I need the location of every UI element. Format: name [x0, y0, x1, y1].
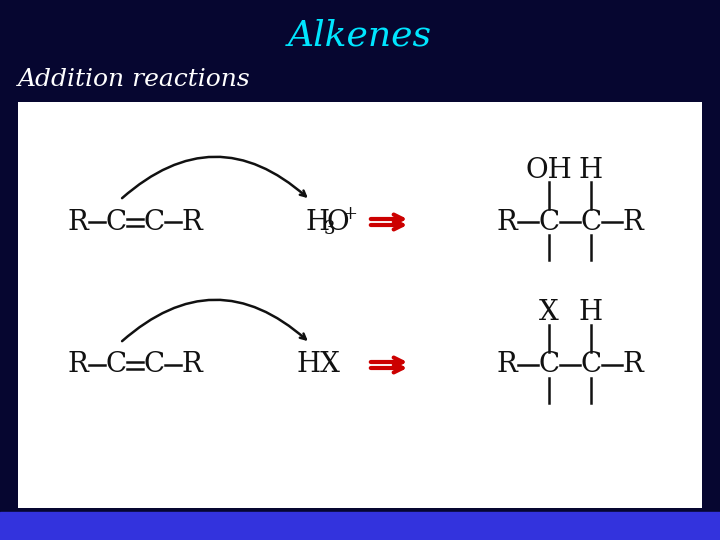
Bar [0, 512, 720, 540]
Text: R: R [68, 352, 89, 379]
Text: Alkenes: Alkenes [288, 18, 432, 52]
Text: O: O [327, 208, 349, 235]
Text: C: C [580, 208, 602, 235]
Bar [18, 102, 702, 508]
Text: HX: HX [296, 352, 340, 379]
Text: X: X [539, 300, 559, 327]
Text: C: C [539, 208, 559, 235]
Text: C: C [105, 352, 127, 379]
Text: 3: 3 [323, 220, 335, 238]
Text: H: H [579, 300, 603, 327]
Text: +: + [343, 205, 358, 223]
Text: C: C [143, 352, 165, 379]
Text: Addition reactions: Addition reactions [18, 69, 251, 91]
Text: H: H [306, 208, 330, 235]
Text: H: H [579, 157, 603, 184]
Text: R: R [181, 352, 202, 379]
Text: C: C [105, 208, 127, 235]
Text: C: C [539, 352, 559, 379]
Text: R: R [497, 352, 518, 379]
Text: C: C [580, 352, 602, 379]
Text: R: R [68, 208, 89, 235]
Text: OH: OH [526, 157, 572, 184]
Text: R: R [623, 208, 644, 235]
Text: C: C [143, 208, 165, 235]
Text: R: R [623, 352, 644, 379]
Text: R: R [497, 208, 518, 235]
Text: R: R [181, 208, 202, 235]
